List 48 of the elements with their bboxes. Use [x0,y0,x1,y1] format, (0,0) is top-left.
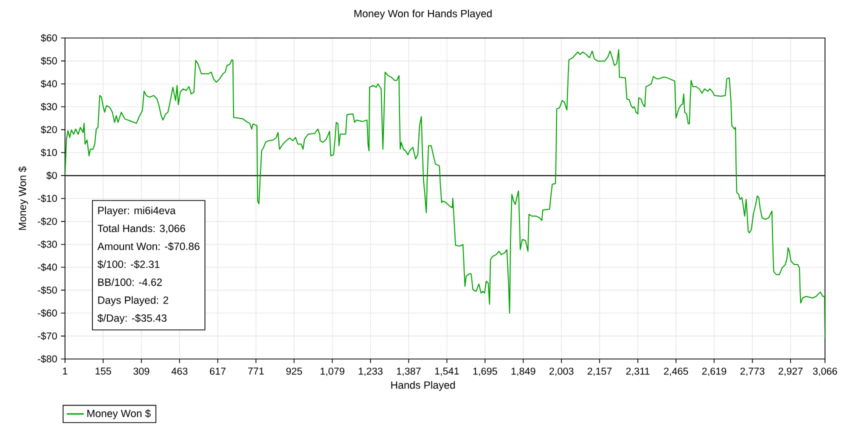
annotation: Player: mi6i4eva [98,206,176,216]
annotation: $/100: -$2.31 [97,260,160,269]
legend-label: Money Won $ [87,409,151,420]
y-tick-label: $30 [40,102,57,111]
x-tick-label: 2,157 [588,368,612,376]
x-tick-label: 1,541 [435,368,459,376]
x-tick-label: 2,773 [740,368,764,376]
y-tick-label: -$20 [38,217,57,226]
x-tick-label: 617 [210,368,226,375]
x-tick-label: 2,927 [778,368,803,376]
y-tick-label: $10 [40,148,57,157]
y-tick-label: -$10 [38,194,57,203]
annotation: BB/100: -4.62 [98,278,162,286]
x-tick-label: 1 [62,368,68,375]
annotation: $/Day: -$35.43 [97,314,167,324]
y-tick-label: -$40 [38,263,57,272]
line-series [65,49,826,339]
y-axis-title: Money Won $ [18,166,28,230]
x-tick-label: 155 [96,368,112,375]
x-tick-label: 2,311 [626,368,650,376]
chart-title: Money Won for Hands Played [354,10,492,20]
x-axis-title: Hands Played [391,381,455,391]
x-tick-label: 925 [286,368,302,375]
y-tick-label: $20 [40,126,57,134]
x-tick-label: 463 [171,368,188,375]
x-tick-label: 1,695 [473,368,498,376]
x-tick-label: 2,003 [549,368,574,376]
x-tick-label: 771 [248,368,264,375]
y-tick-label: $40 [40,80,57,88]
y-tick-label: $60 [40,34,57,42]
x-tick-label: 2,465 [664,368,688,376]
annotation: Total Hands: 3,066 [98,224,186,234]
y-tick-label: -$80 [38,354,57,364]
x-tick-label: 1,233 [358,368,383,376]
x-tick-label: 3,066 [812,368,838,376]
x-tick-label: 309 [133,368,150,375]
x-tick-label: 1,849 [512,368,536,376]
y-tick-label: -$50 [38,286,57,294]
y-tick-label: $50 [40,56,57,65]
x-tick-label: 1,387 [396,368,421,376]
annotation: Days Played: 2 [98,296,168,306]
y-tick-label: -$60 [38,309,57,318]
y-tick-label: $0 [46,172,57,180]
x-tick-label: 1,079 [320,368,344,376]
x-tick-label: 2,619 [702,368,726,376]
y-tick-label: -$30 [38,240,57,248]
annotation: Amount Won: -$70.86 [97,242,200,251]
y-tick-label: -$70 [38,332,57,340]
